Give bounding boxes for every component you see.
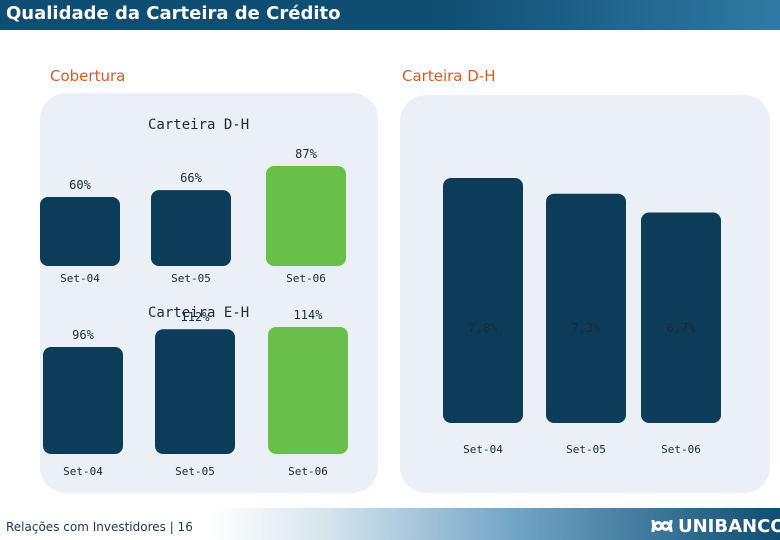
logo-text: UNIBANCO <box>678 515 780 537</box>
value-label: 66% <box>180 171 202 185</box>
bar-set-05 <box>155 329 235 454</box>
footer-bar <box>0 508 780 540</box>
value-label: 60% <box>69 178 91 192</box>
value-label: 114% <box>294 308 324 322</box>
bar-set-04 <box>443 178 523 423</box>
category-label: Set-06 <box>288 465 328 478</box>
category-label: Set-06 <box>661 443 701 456</box>
chart-carteira-dh: 60% Set-04 66% Set-05 87% Set-06 <box>40 147 346 285</box>
bar-set-06 <box>268 327 348 454</box>
chart-carteira-eh: 96% Set-04 112% Set-05 114% Set-06 <box>43 308 348 478</box>
category-label: Set-06 <box>286 272 326 285</box>
value-label: 6,7% <box>667 321 697 335</box>
value-label: 96% <box>72 328 94 342</box>
footer-band <box>210 508 780 540</box>
bar-set-04 <box>43 347 123 454</box>
chart-title-eh: Carteira E-H <box>148 305 249 321</box>
footer-text: Relações com Investidores | 16 <box>6 520 193 534</box>
bar-set-04 <box>40 197 120 266</box>
category-label: Set-05 <box>175 465 215 478</box>
value-label: 87% <box>295 147 317 161</box>
carteira-dh-section-label: Carteira D-H <box>402 67 496 85</box>
bar-set-05 <box>151 190 231 266</box>
category-label: Set-05 <box>566 443 606 456</box>
value-label: 7,3% <box>572 321 602 335</box>
slide-title: Qualidade da Carteira de Crédito <box>6 3 341 24</box>
bar-set-06 <box>641 212 721 423</box>
category-label: Set-05 <box>171 272 211 285</box>
category-label: Set-04 <box>60 272 100 285</box>
category-label: Set-04 <box>463 443 503 456</box>
bar-set-06 <box>266 166 346 266</box>
category-label: Set-04 <box>63 465 103 478</box>
title-bar: Qualidade da Carteira de Crédito <box>0 0 780 30</box>
chart-title-dh: Carteira D-H <box>148 117 249 133</box>
unibanco-logo: UNIBANCO <box>650 515 780 537</box>
value-label: 112% <box>181 310 211 324</box>
bar-set-05 <box>546 193 626 423</box>
unibanco-logo-icon <box>651 519 673 533</box>
cobertura-label: Cobertura <box>50 67 126 85</box>
value-label: 7,8% <box>469 321 499 335</box>
chart-carteira-dh-ratio: 7,8% Set-04 7,3% Set-05 6,7% Set-06 <box>443 178 721 456</box>
